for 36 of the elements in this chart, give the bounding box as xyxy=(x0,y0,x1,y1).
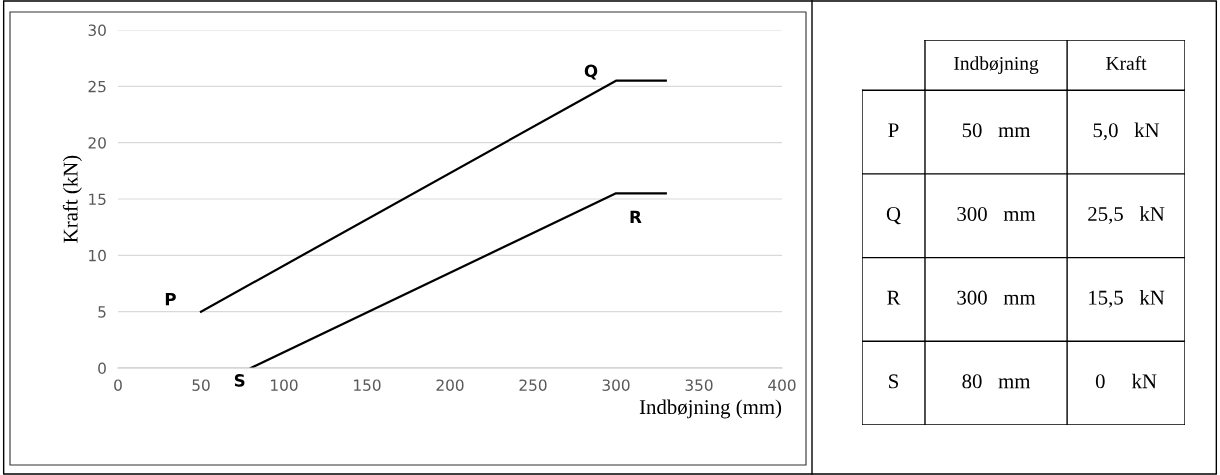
x-tick-label: 200 xyxy=(436,379,464,391)
x-tick-label: 300 xyxy=(602,379,630,391)
text: 50 mm xyxy=(962,123,1031,138)
category-label: Indbøjning xyxy=(954,56,1039,74)
y-tick-label: 20 xyxy=(88,137,106,149)
text: 300 mm xyxy=(957,290,1036,305)
category-label: P xyxy=(888,123,899,138)
x-tick-label: 150 xyxy=(354,379,381,391)
annotation: Q xyxy=(584,64,598,80)
text: 300 mm xyxy=(957,206,1036,221)
x-tick-label: 0 xyxy=(114,379,122,391)
annotation: R xyxy=(630,210,642,223)
text: 25,5 kN xyxy=(1088,206,1165,224)
x-axis-title: Indbøjning (mm) xyxy=(639,399,782,419)
annotation: S xyxy=(234,374,245,387)
category-label: R xyxy=(887,290,901,305)
x-tick-label: 250 xyxy=(519,379,547,391)
text: 0 kN xyxy=(1095,373,1157,389)
text: 5,0 kN xyxy=(1093,122,1160,141)
x-tick-label: 350 xyxy=(685,379,713,391)
y-tick-label: 0 xyxy=(98,362,106,375)
category-label: Q xyxy=(886,206,901,225)
x-tick-label: 400 xyxy=(768,379,796,391)
category-label: S xyxy=(889,374,898,389)
text: 15,5 kN xyxy=(1089,290,1165,308)
annotation: P xyxy=(165,293,176,306)
y-tick-label: 5 xyxy=(98,306,106,318)
y-tick-label: 25 xyxy=(88,80,106,93)
y-tick-label: 10 xyxy=(89,249,106,262)
x-tick-label: 50 xyxy=(192,379,210,391)
y-tick-label: 15 xyxy=(89,193,106,206)
category-label: Kraft xyxy=(1106,56,1147,70)
text: 80 mm xyxy=(962,374,1031,389)
y-axis-title: Kraft (kN) xyxy=(62,155,82,243)
x-tick-label: 100 xyxy=(271,379,298,391)
y-tick-label: 30 xyxy=(88,24,106,37)
